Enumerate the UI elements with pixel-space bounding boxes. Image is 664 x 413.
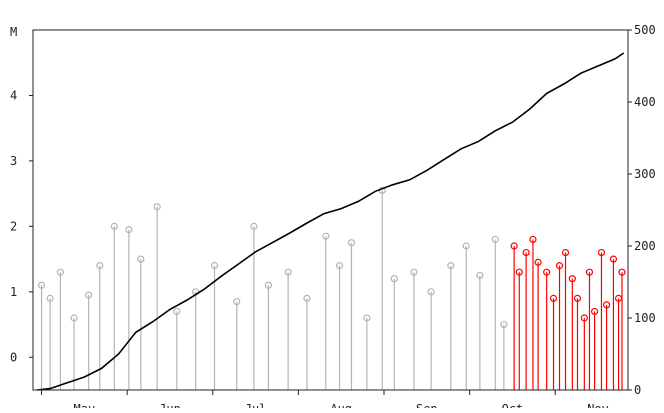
event-point bbox=[233, 298, 241, 306]
left-axis-tick-label: 2 bbox=[10, 219, 17, 233]
event-point bbox=[284, 268, 292, 276]
event-point bbox=[46, 294, 54, 302]
right-axis-tick-label: 400 bbox=[634, 95, 656, 109]
stems-layer bbox=[37, 186, 626, 390]
left-axis-tick-label: 3 bbox=[10, 154, 17, 168]
event-point bbox=[597, 248, 606, 257]
event-point bbox=[322, 232, 330, 240]
event-point bbox=[534, 258, 542, 266]
event-point bbox=[70, 314, 78, 322]
left-axis-tick-label: 1 bbox=[10, 285, 17, 299]
event-point bbox=[515, 268, 523, 276]
event-point bbox=[264, 281, 273, 289]
event-point bbox=[110, 222, 118, 230]
left-axis-tick-label: 0 bbox=[10, 350, 17, 364]
event-point bbox=[549, 294, 558, 302]
event-point bbox=[85, 291, 93, 299]
axes-layer: 0 1 2 3 4 M 0 100 200 300 400 500 May Jun Jul Aug Sep Oct… bbox=[10, 23, 656, 413]
event-point bbox=[210, 262, 219, 270]
event-point bbox=[303, 294, 311, 302]
right-axis-tick-label: 300 bbox=[634, 167, 656, 181]
event-point bbox=[561, 248, 570, 257]
plot-frame bbox=[32, 29, 629, 391]
cumulative-layer bbox=[37, 52, 625, 391]
event-point bbox=[543, 268, 551, 276]
x-axis-month-label: Jun bbox=[159, 402, 181, 408]
event-point bbox=[580, 314, 588, 322]
left-axis-unit-label: M bbox=[10, 25, 17, 39]
x-axis-month-label: Jul bbox=[245, 402, 267, 408]
event-point bbox=[137, 255, 145, 263]
event-point bbox=[125, 226, 133, 234]
event-point bbox=[250, 222, 258, 230]
right-axis-tick-label: 500 bbox=[634, 23, 656, 37]
event-point bbox=[609, 255, 618, 263]
event-point bbox=[363, 314, 371, 322]
cumulative-count-line bbox=[37, 52, 625, 391]
x-axis-month-label: Oct bbox=[502, 402, 524, 408]
event-point bbox=[390, 275, 398, 283]
event-point bbox=[568, 275, 576, 283]
event-point bbox=[522, 248, 530, 257]
event-point bbox=[153, 203, 161, 211]
event-point bbox=[555, 262, 564, 270]
right-axis-tick-label: 0 bbox=[634, 383, 641, 397]
x-axis-month-label: May bbox=[74, 402, 96, 408]
event-point bbox=[96, 262, 104, 270]
x-axis-month-label: Sep bbox=[416, 402, 438, 408]
event-point bbox=[602, 301, 611, 309]
event-point bbox=[427, 288, 435, 296]
event-point bbox=[476, 271, 484, 280]
event-point bbox=[462, 242, 470, 250]
right-axis-tick-label: 100 bbox=[634, 311, 656, 325]
event-point bbox=[447, 262, 455, 270]
left-axis-tick-label: 4 bbox=[10, 88, 17, 102]
event-point bbox=[335, 262, 344, 270]
event-point bbox=[573, 294, 582, 302]
event-point bbox=[173, 307, 181, 316]
event-point bbox=[347, 239, 356, 247]
event-point bbox=[585, 268, 594, 276]
event-point bbox=[491, 235, 499, 244]
event-point bbox=[410, 268, 418, 276]
event-point bbox=[591, 307, 599, 316]
event-point bbox=[510, 242, 518, 250]
event-point bbox=[529, 235, 537, 244]
event-point bbox=[37, 281, 46, 289]
x-axis-month-label: Nov bbox=[587, 402, 609, 408]
event-point bbox=[618, 268, 626, 276]
event-point bbox=[56, 268, 64, 276]
event-point bbox=[500, 320, 508, 329]
right-axis-tick-label: 200 bbox=[634, 239, 656, 253]
x-axis-month-label: Aug bbox=[330, 402, 352, 408]
